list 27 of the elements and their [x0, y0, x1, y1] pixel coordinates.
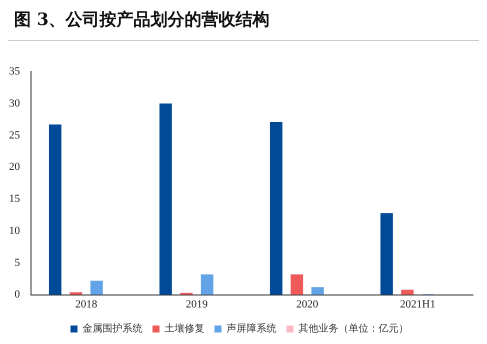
- x-tick-label: 2019: [186, 298, 208, 310]
- y-tick-label: 25: [9, 129, 20, 142]
- x-tick-label: 2018: [75, 298, 98, 310]
- legend-label: 金属围护系统: [82, 322, 142, 335]
- x-tick-label: 2020: [296, 298, 319, 310]
- bar: [270, 122, 282, 295]
- legend-label: 声屏障系统: [226, 322, 276, 335]
- bar: [90, 280, 103, 295]
- y-tick-label: 0: [14, 288, 20, 301]
- bar: [290, 274, 304, 295]
- bar: [70, 292, 82, 295]
- legend-label: 土壤修复: [164, 322, 204, 335]
- bar: [401, 290, 414, 295]
- bar: [380, 213, 393, 295]
- y-tick-label: 35: [9, 65, 20, 78]
- y-tick-label: 5: [14, 256, 20, 269]
- legend-label: 其他业务（单位：亿元）: [298, 322, 408, 335]
- y-tick-label: 20: [9, 161, 20, 174]
- y-tick-label: 10: [9, 224, 20, 237]
- x-tick-label: 2021H1: [400, 298, 436, 310]
- bar: [200, 274, 214, 295]
- bar: [48, 124, 62, 295]
- bar: [159, 103, 172, 295]
- y-tick-label: 30: [9, 97, 20, 110]
- chart-title: 图 3、公司按产品划分的营收结构: [14, 9, 270, 31]
- bar: [311, 287, 324, 295]
- y-tick-label: 15: [9, 193, 20, 206]
